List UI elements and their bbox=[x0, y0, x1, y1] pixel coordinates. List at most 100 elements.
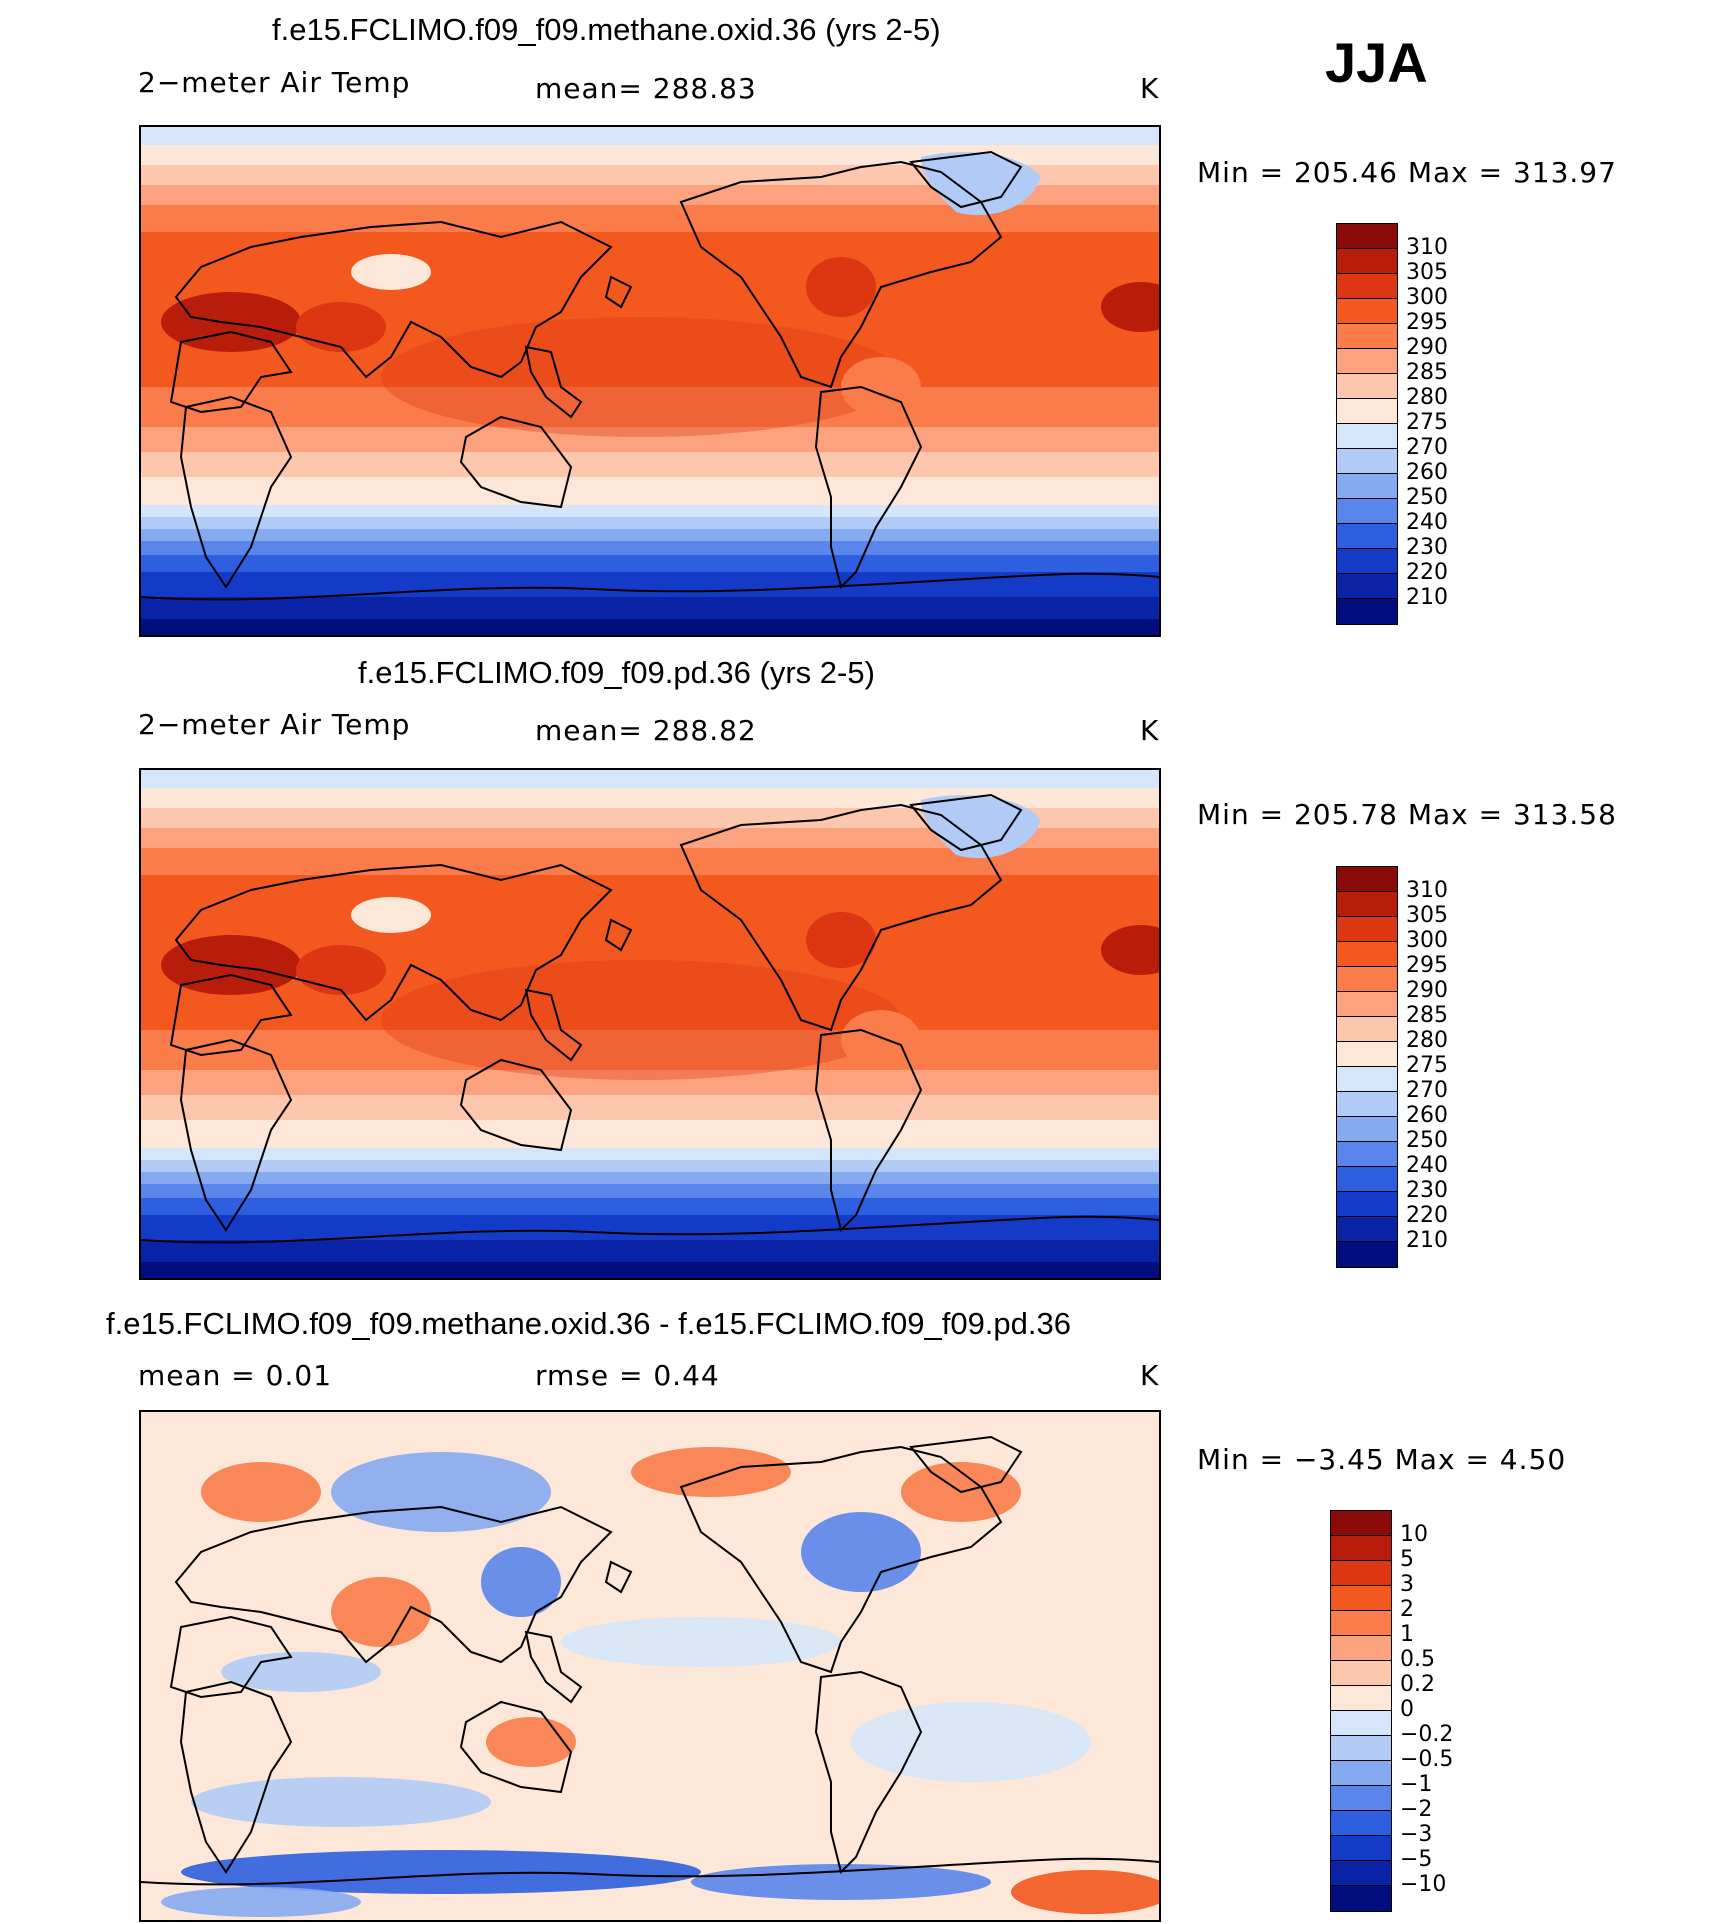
temperature-patch bbox=[351, 254, 431, 290]
colorbar-tick-label: 210 bbox=[1406, 1228, 1448, 1253]
colorbar-segment bbox=[1331, 1586, 1391, 1611]
temperature-patch bbox=[296, 302, 386, 352]
difference-patch bbox=[331, 1452, 551, 1532]
colorbar-tick-label: 240 bbox=[1406, 510, 1448, 535]
temperature-band bbox=[141, 1095, 1159, 1120]
temperature-band bbox=[141, 145, 1159, 165]
colorbar-segment bbox=[1331, 1711, 1391, 1736]
colorbar-tick-label: 250 bbox=[1406, 485, 1448, 510]
temperature-patch bbox=[1101, 925, 1159, 975]
colorbar-segment bbox=[1337, 274, 1397, 299]
colorbar-segment bbox=[1337, 574, 1397, 599]
coastline bbox=[459, 415, 573, 509]
difference-patch bbox=[201, 1462, 321, 1522]
temperature-band bbox=[141, 127, 1159, 145]
coastline bbox=[524, 345, 583, 419]
coastline bbox=[604, 918, 633, 952]
temperature-patch bbox=[1101, 282, 1159, 332]
temperature-band bbox=[141, 165, 1159, 185]
colorbar-segment bbox=[1337, 374, 1397, 399]
colorbar-segment bbox=[1337, 449, 1397, 474]
colorbar-segment bbox=[1337, 1242, 1397, 1267]
colorbar-segment bbox=[1337, 424, 1397, 449]
colorbar-segment bbox=[1337, 1142, 1397, 1167]
colorbar-tick-label: 305 bbox=[1406, 260, 1448, 285]
antarctica-coastline bbox=[141, 572, 1159, 601]
difference-patch bbox=[161, 1887, 361, 1917]
panel2-colorbar bbox=[1336, 866, 1398, 1268]
colorbar-segment bbox=[1331, 1786, 1391, 1811]
difference-patch bbox=[181, 1850, 701, 1894]
warm-pool bbox=[381, 317, 901, 437]
colorbar-tick-label: 285 bbox=[1406, 1003, 1448, 1028]
temperature-band bbox=[141, 1262, 1159, 1278]
season-label: JJA bbox=[1325, 31, 1428, 94]
coastline bbox=[524, 988, 583, 1062]
colorbar-tick-label: 0.5 bbox=[1400, 1647, 1435, 1672]
colorbar-tick-label: 10 bbox=[1400, 1522, 1428, 1547]
colorbar-segment bbox=[1331, 1511, 1391, 1536]
colorbar-tick-label: 300 bbox=[1406, 285, 1448, 310]
colorbar-segment bbox=[1337, 249, 1397, 274]
temperature-patch bbox=[841, 1010, 921, 1070]
coastline bbox=[174, 863, 613, 1022]
temperature-band bbox=[141, 572, 1159, 597]
panel3-unit-label: K bbox=[1140, 1359, 1160, 1392]
colorbar-tick-label: 295 bbox=[1406, 310, 1448, 335]
colorbar-tick-label: −0.2 bbox=[1400, 1722, 1454, 1747]
colorbar-segment bbox=[1337, 1167, 1397, 1192]
antarctica-coastline bbox=[141, 1215, 1159, 1244]
colorbar-segment bbox=[1337, 1067, 1397, 1092]
colorbar-segment bbox=[1337, 599, 1397, 624]
coastline bbox=[679, 803, 1003, 1032]
coastline bbox=[179, 395, 293, 589]
panel2-range-label: Min = 205.78 Max = 313.58 bbox=[1197, 798, 1617, 831]
panel1-mean-label: mean= 288.83 bbox=[535, 72, 757, 105]
colorbar-tick-label: 290 bbox=[1406, 978, 1448, 1003]
colorbar-segment bbox=[1331, 1661, 1391, 1686]
temperature-band bbox=[141, 529, 1159, 541]
colorbar-tick-label: 310 bbox=[1406, 878, 1448, 903]
coastline bbox=[814, 1670, 923, 1874]
temperature-patch bbox=[161, 292, 301, 352]
colorbar-segment bbox=[1337, 1042, 1397, 1067]
temperature-band bbox=[141, 1172, 1159, 1184]
coastline bbox=[179, 1038, 293, 1232]
panel1-unit-label: K bbox=[1140, 72, 1160, 105]
temperature-band bbox=[141, 828, 1159, 848]
colorbar-tick-label: 230 bbox=[1406, 1178, 1448, 1203]
difference-patch bbox=[1011, 1870, 1159, 1914]
panel1-variable-label: 2−meter Air Temp bbox=[138, 66, 411, 99]
colorbar-tick-label: 1 bbox=[1400, 1622, 1414, 1647]
panel2-unit-label: K bbox=[1140, 714, 1160, 747]
temperature-band bbox=[141, 387, 1159, 427]
coastline bbox=[174, 220, 613, 379]
coastline bbox=[814, 1028, 923, 1232]
colorbar-segment bbox=[1337, 224, 1397, 249]
colorbar-tick-label: 5 bbox=[1400, 1547, 1414, 1572]
temperature-band bbox=[141, 541, 1159, 555]
temperature-band bbox=[141, 517, 1159, 529]
colorbar-tick-label: 270 bbox=[1406, 435, 1448, 460]
colorbar-tick-label: 260 bbox=[1406, 460, 1448, 485]
coastline bbox=[179, 1680, 293, 1874]
panel2-map bbox=[139, 768, 1161, 1280]
colorbar-tick-label: −2 bbox=[1400, 1797, 1433, 1822]
colorbar-segment bbox=[1337, 524, 1397, 549]
colorbar-tick-label: 270 bbox=[1406, 1078, 1448, 1103]
panel1-map bbox=[139, 125, 1161, 637]
difference-patch bbox=[561, 1617, 841, 1667]
panel1-range-label: Min = 205.46 Max = 313.97 bbox=[1197, 156, 1617, 189]
panel2-variable-label: 2−meter Air Temp bbox=[138, 708, 411, 741]
coastline bbox=[604, 1560, 633, 1594]
colorbar-segment bbox=[1331, 1886, 1391, 1911]
colorbar-segment bbox=[1337, 942, 1397, 967]
difference-patch bbox=[331, 1577, 431, 1647]
colorbar-segment bbox=[1331, 1836, 1391, 1861]
panel3-range-label: Min = −3.45 Max = 4.50 bbox=[1197, 1443, 1567, 1476]
colorbar-segment bbox=[1337, 992, 1397, 1017]
colorbar-tick-label: 260 bbox=[1406, 1103, 1448, 1128]
colorbar-tick-label: 285 bbox=[1406, 360, 1448, 385]
colorbar-segment bbox=[1337, 967, 1397, 992]
panel1-title: f.e15.FCLIMO.f09_f09.methane.oxid.36 (yr… bbox=[272, 12, 941, 47]
